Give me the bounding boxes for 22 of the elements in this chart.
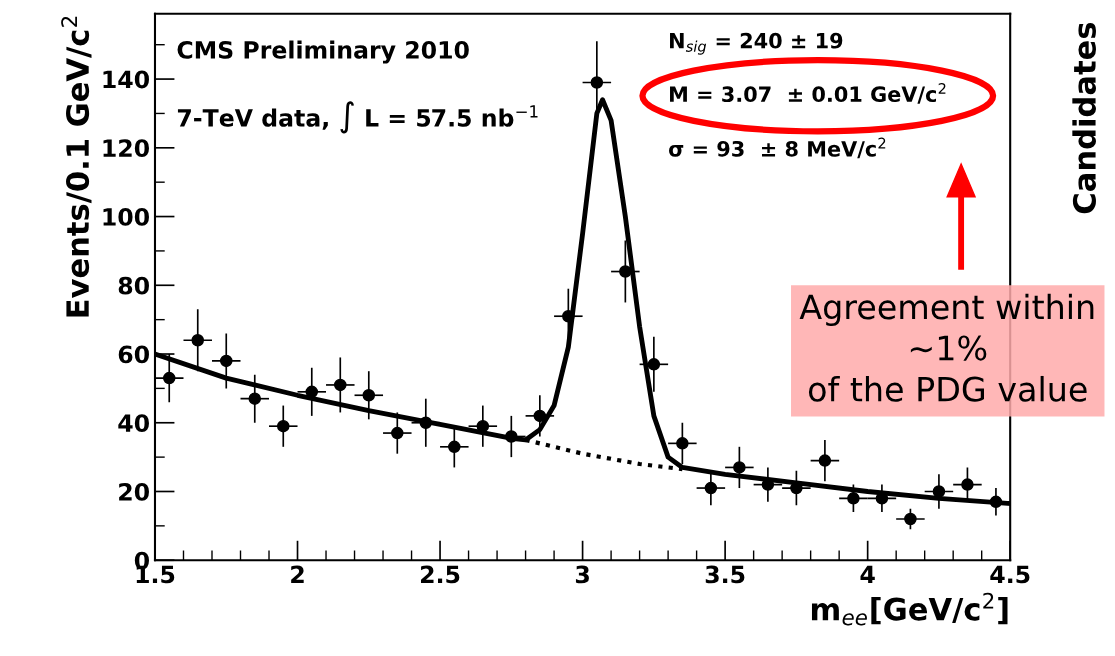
annotation: M = 3.07 ± 0.01 GeV/c$^{2}$: [670, 82, 946, 104]
x-tick-label: 2: [291, 565, 304, 584]
annotation: CMS Preliminary 2010: [177, 40, 469, 64]
annotation: 7-TeV data, ∫ L = 57.5 nb$^{−1}$: [177, 101, 538, 134]
x-tick-label: 3.5: [705, 565, 745, 584]
x-tick-label: 2.5: [421, 565, 460, 584]
x-tick-label: 3: [575, 565, 589, 584]
annotation: σ = 93 ± 8 MeV/c$^{2}$: [669, 137, 886, 159]
x-tick-label: 4.5: [990, 565, 1030, 584]
annotation: N$_{sig}$ = 240 ± 19: [670, 32, 843, 55]
text: Candidates: [1072, 22, 1096, 214]
x-tick-label: 4: [860, 565, 875, 584]
y-tick-label: 20: [119, 482, 149, 501]
y-tick-label: 60: [118, 345, 149, 364]
y-tick-label: 80: [118, 276, 149, 295]
annotation: Agreement within ~1% of the PDG value: [799, 293, 1094, 402]
y-tick-label: 140: [103, 70, 149, 89]
y-tick-label: 120: [103, 139, 149, 158]
y-axis-title: Events/0.1 GeV/c$^{2}$: [61, 16, 92, 317]
x-axis-title: m$_{ee}$[GeV/c$^{2}$]: [811, 592, 1008, 626]
y-tick-label: 100: [103, 207, 149, 226]
y-tick-label: 40: [118, 414, 149, 433]
